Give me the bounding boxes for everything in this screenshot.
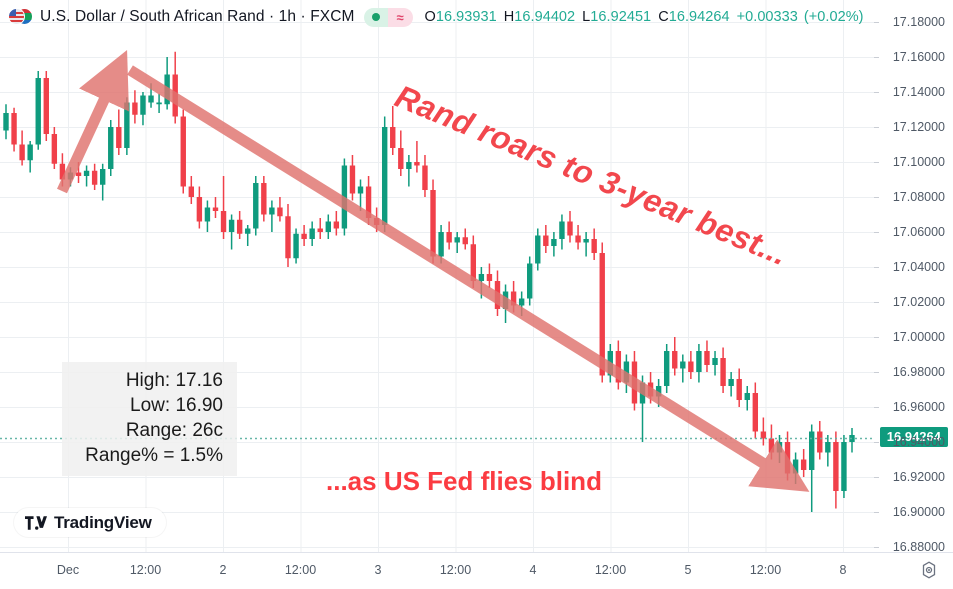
price-tick: 16.98000: [874, 365, 953, 379]
price-tick-label: 17.00000: [892, 330, 945, 344]
price-tick-label: 17.02000: [892, 295, 945, 309]
price-tick-dash: [874, 476, 879, 478]
close-value: 16.94264: [668, 9, 730, 25]
price-tick-label: 17.18000: [892, 15, 945, 29]
price-tick-dash: [874, 161, 879, 163]
price-tick-label: 17.12000: [892, 120, 945, 134]
stats-line-high: High: 17.16: [125, 370, 223, 391]
price-tick: 17.18000: [874, 15, 953, 29]
change-absolute: +0.00333: [736, 9, 798, 25]
symbol-status-pills[interactable]: ≈: [363, 7, 413, 27]
price-tick: 17.00000: [874, 330, 953, 344]
price-tick-dash: [874, 21, 879, 23]
time-tick-label: 12:00: [594, 563, 627, 577]
chart-settings-gear-icon[interactable]: [919, 560, 939, 580]
price-tick-label: 16.96000: [892, 400, 945, 414]
price-tick-dash: [874, 511, 879, 513]
time-tick-label: 4: [529, 563, 537, 577]
price-tick: 16.96000: [874, 400, 953, 414]
price-tick-dash: [874, 266, 879, 268]
up-trend-arrow[interactable]: [57, 50, 129, 194]
price-tick: 17.16000: [874, 50, 953, 64]
stats-line-range: Range: 26c: [125, 420, 223, 441]
low-value: 16.92451: [590, 9, 652, 25]
price-tick-dash: [874, 196, 879, 198]
adjustment-tilde-icon[interactable]: ≈: [387, 7, 413, 27]
market-open-dot-icon[interactable]: [363, 7, 388, 27]
price-tick-dash: [874, 231, 879, 233]
down-trend-arrow[interactable]: [127, 65, 810, 492]
time-tick-label: 5: [684, 563, 692, 577]
subline-annotation[interactable]: ...as US Fed flies blind: [326, 466, 602, 496]
time-tick-label: 3: [374, 563, 382, 577]
stats-line-low: Low: 16.90: [130, 395, 223, 416]
price-axis[interactable]: 16.94264 17.18000 17.16000 17.14000 17.1200…: [874, 0, 953, 554]
price-tick-dash: [874, 406, 879, 408]
price-tick: 17.14000: [874, 85, 953, 99]
high-value: 16.94402: [514, 9, 576, 25]
price-tick-label: 16.90000: [892, 505, 945, 519]
time-tick-label: 12:00: [749, 563, 782, 577]
price-tick: 17.06000: [874, 225, 953, 239]
price-tick-dash: [874, 56, 879, 58]
price-tick-dash: [874, 441, 879, 443]
ohlc-values: O16.93931 H16.94402 L16.92451 C16.94264 +0.0…: [425, 9, 870, 25]
price-tick-dash: [874, 371, 879, 373]
open-label: O: [424, 9, 436, 25]
change-percent: (+0.02%): [803, 9, 864, 25]
time-tick-label: 12:00: [284, 563, 317, 577]
price-tick-dash: [874, 126, 879, 128]
price-tick: 16.90000: [874, 505, 953, 519]
price-tick-label: 17.04000: [892, 260, 945, 274]
open-value: 16.93931: [435, 9, 497, 25]
price-tick-dash: [874, 336, 879, 338]
high-label: H: [503, 9, 515, 25]
price-tick-label: 16.94000: [892, 435, 945, 449]
stats-line-range-pct: Range% = 1.5%: [85, 445, 223, 466]
time-tick-label: 12:00: [439, 563, 472, 577]
price-tick-label: 17.08000: [892, 190, 945, 204]
price-tick: 16.92000: [874, 470, 953, 484]
price-tick: 17.12000: [874, 120, 953, 134]
price-tick: 17.08000: [874, 190, 953, 204]
price-tick: 17.04000: [874, 260, 953, 274]
chart-legend-header: U.S. Dollar / South African Rand · 1h · …: [0, 0, 953, 34]
price-tick: 17.02000: [874, 295, 953, 309]
tradingview-watermark[interactable]: TradingView: [14, 508, 166, 537]
time-tick-label: 2: [219, 563, 227, 577]
price-tick-label: 16.98000: [892, 365, 945, 379]
price-tick: 16.88000: [874, 540, 953, 554]
time-tick-label: 12:00: [129, 563, 162, 577]
price-tick-label: 17.16000: [892, 50, 945, 64]
price-tick-dash: [874, 91, 879, 93]
current-price-badge: 16.94264: [879, 427, 948, 448]
symbol-flags: [8, 8, 34, 26]
us-flag-icon: [8, 8, 25, 25]
price-tick-label: 17.10000: [892, 155, 945, 169]
low-label: L: [582, 9, 591, 25]
time-tick-label: 8: [839, 563, 847, 577]
price-tick-label: 16.88000: [892, 540, 945, 554]
tradingview-watermark-text: TradingView: [54, 512, 152, 532]
price-tick: 17.10000: [874, 155, 953, 169]
tradingview-logo-icon: [25, 515, 47, 530]
price-tick-label: 16.92000: [892, 470, 945, 484]
symbol-title[interactable]: U.S. Dollar / South African Rand · 1h · …: [40, 8, 355, 25]
time-axis[interactable]: Dec 12:00 2 12:00 3 12:00 4 12:00 5 12:00 8: [0, 552, 953, 589]
stats-annotation-box[interactable]: High: 17.16 Low: 16.90 Range: 26c Range%…: [62, 362, 237, 476]
close-label: C: [658, 9, 669, 25]
price-tick: 16.94000: [874, 435, 953, 449]
time-tick-label: Dec: [56, 563, 80, 577]
price-tick-label: 17.06000: [892, 225, 945, 239]
price-tick-dash: [874, 301, 879, 303]
price-tick-label: 17.14000: [892, 85, 945, 99]
price-tick-dash: [874, 546, 879, 548]
